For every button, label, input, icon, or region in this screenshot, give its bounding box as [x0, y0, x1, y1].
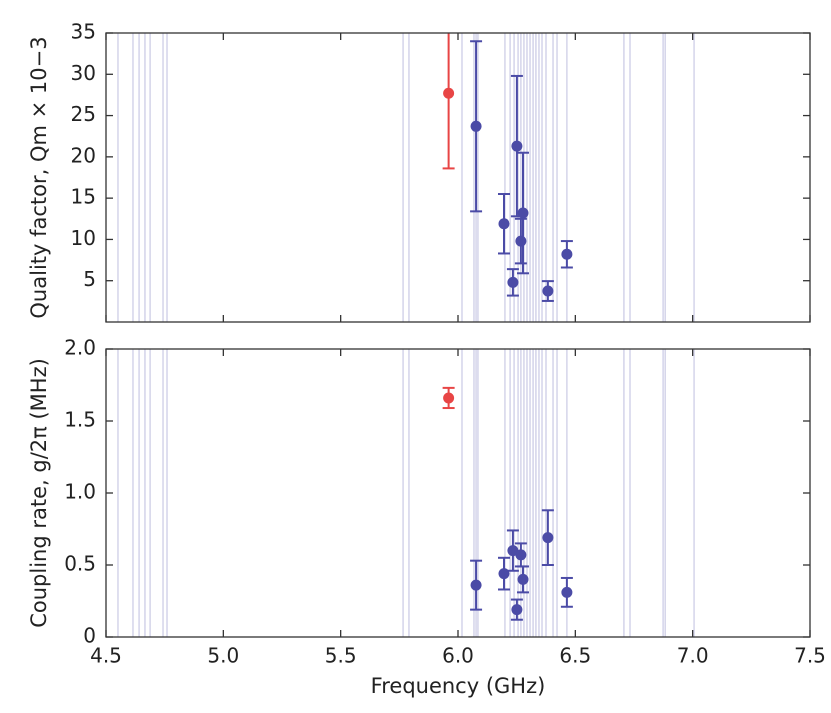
point	[561, 586, 573, 598]
point	[498, 218, 510, 230]
x-tick-label: 6.5	[559, 644, 591, 668]
point	[470, 120, 482, 132]
point	[443, 392, 455, 404]
y-tick-label: 15	[71, 185, 96, 209]
x-tick-label: 5.0	[207, 644, 239, 668]
point	[515, 549, 527, 561]
x-tick-label: 7.5	[794, 644, 826, 668]
point	[517, 573, 529, 585]
y-tick-label: 1.0	[64, 480, 96, 504]
point	[443, 87, 455, 99]
x-tick-label: 6.0	[442, 644, 474, 668]
x-axis-label: Frequency (GHz)	[371, 674, 546, 698]
y-tick-label: 25	[71, 102, 96, 126]
point	[498, 568, 510, 580]
point	[517, 207, 529, 219]
x-tick-label: 7.0	[677, 644, 709, 668]
y-tick-label: 1.5	[64, 408, 96, 432]
y-tick-label: 2.0	[64, 336, 96, 360]
axes-frame	[105, 348, 811, 638]
point	[561, 248, 573, 260]
plot-area	[117, 33, 695, 322]
point	[511, 140, 523, 152]
point	[542, 532, 554, 544]
y-tick-label: 0.5	[64, 552, 96, 576]
y-axis-label: Coupling rate, g/2π (MHz)	[27, 358, 51, 628]
point	[511, 604, 523, 616]
point	[507, 276, 519, 288]
point	[515, 235, 527, 247]
axes-frame	[105, 32, 811, 323]
x-tick-label: 5.5	[325, 644, 357, 668]
y-tick-label: 0	[83, 624, 96, 648]
y-tick-label: 5	[83, 267, 96, 291]
plot-area	[117, 349, 695, 637]
y-tick-label: 35	[71, 20, 96, 44]
y-axis-label: Quality factor, Qm × 10−3	[27, 36, 51, 318]
x-tick-label: 4.5	[90, 644, 122, 668]
point	[542, 285, 554, 297]
y-tick-label: 30	[71, 61, 96, 85]
y-tick-label: 10	[71, 226, 96, 250]
y-tick-label: 20	[71, 143, 96, 167]
point	[470, 579, 482, 591]
